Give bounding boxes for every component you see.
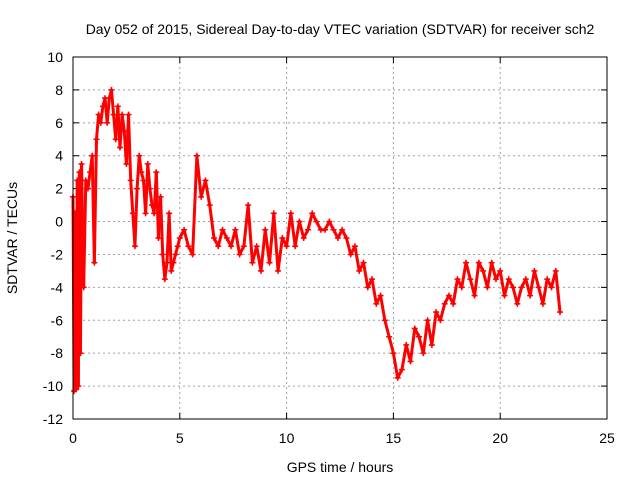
series-segment bbox=[259, 228, 267, 273]
series-segment bbox=[438, 302, 447, 322]
x-tick-label: 25 bbox=[599, 430, 615, 446]
series-segment bbox=[137, 154, 143, 174]
y-axis-ticks: -12 -10 -8 -6 -4 -2 0 2 4 6 8 10 bbox=[43, 49, 607, 427]
series-segment bbox=[191, 154, 199, 256]
series-segment bbox=[146, 162, 152, 191]
series-segment bbox=[477, 261, 485, 273]
series-segment bbox=[421, 318, 430, 355]
series-segment bbox=[528, 269, 536, 298]
series-segment bbox=[129, 178, 135, 215]
series-segment bbox=[451, 277, 459, 306]
series-segment bbox=[460, 261, 468, 289]
series-segment bbox=[485, 261, 494, 289]
series-segment bbox=[233, 228, 242, 256]
series-segment bbox=[502, 277, 511, 298]
series-segment bbox=[340, 228, 348, 240]
series-segment bbox=[413, 327, 421, 339]
grid bbox=[73, 57, 607, 419]
x-tick-label: 15 bbox=[386, 430, 402, 446]
series-segment bbox=[133, 187, 139, 248]
series-segment bbox=[86, 170, 92, 191]
series-segment bbox=[109, 88, 116, 117]
series-segment bbox=[272, 211, 280, 273]
series-segment bbox=[490, 261, 498, 281]
series-segment bbox=[120, 113, 126, 133]
series-segment bbox=[246, 203, 254, 265]
series-segment bbox=[430, 310, 438, 347]
series-segment bbox=[353, 244, 361, 273]
series-segment bbox=[361, 261, 370, 289]
series-segment bbox=[92, 137, 98, 265]
series-segment bbox=[208, 203, 216, 240]
data-series bbox=[70, 86, 564, 395]
series-segment bbox=[310, 211, 319, 224]
y-tick-label: 0 bbox=[55, 214, 63, 230]
series-segment bbox=[159, 195, 165, 256]
series-segment bbox=[532, 269, 541, 289]
y-tick-label: -12 bbox=[43, 411, 63, 427]
y-tick-label: -2 bbox=[51, 246, 64, 262]
series-segment bbox=[148, 187, 154, 207]
series-segment bbox=[507, 277, 515, 289]
series-segment bbox=[105, 96, 111, 125]
series-segment bbox=[195, 154, 203, 199]
y-tick-label: 4 bbox=[55, 148, 63, 164]
x-tick-label: 0 bbox=[69, 430, 77, 446]
series-segment bbox=[276, 236, 284, 273]
series-segment bbox=[203, 178, 212, 207]
series-segment bbox=[127, 113, 133, 182]
y-tick-label: -8 bbox=[51, 345, 64, 361]
series-segment bbox=[383, 318, 391, 339]
y-tick-label: 10 bbox=[47, 49, 63, 65]
series-segment bbox=[163, 261, 169, 281]
series-segment bbox=[408, 327, 417, 363]
x-tick-label: 5 bbox=[176, 430, 184, 446]
series-segment bbox=[99, 104, 105, 125]
series-segment bbox=[182, 228, 190, 248]
plot-frame bbox=[72, 56, 608, 420]
x-tick-label: 10 bbox=[279, 430, 295, 446]
y-tick-label: -4 bbox=[51, 279, 64, 295]
series-segment bbox=[238, 244, 246, 256]
y-tick-label: -10 bbox=[43, 378, 63, 394]
series-segment bbox=[400, 343, 408, 372]
series-segment bbox=[498, 269, 506, 298]
series-segment bbox=[344, 236, 353, 256]
series-segment bbox=[554, 269, 562, 314]
series-segment bbox=[167, 211, 173, 273]
chart-title: Day 052 of 2015, Sidereal Day-to-day VTE… bbox=[86, 21, 595, 37]
series-segment bbox=[370, 277, 378, 306]
x-axis-ticks: 0 5 10 15 20 25 bbox=[69, 57, 615, 446]
y-tick-label: 8 bbox=[55, 82, 63, 98]
y-axis-label: SDTVAR / TECUs bbox=[4, 182, 20, 294]
x-axis-label: GPS time / hours bbox=[287, 459, 394, 475]
series-segment bbox=[216, 228, 225, 248]
series-segment bbox=[297, 220, 306, 240]
series-segment bbox=[464, 261, 472, 281]
series-segment bbox=[391, 351, 400, 380]
series-segment bbox=[541, 277, 549, 306]
series-segment bbox=[293, 220, 301, 248]
series-segment bbox=[327, 220, 336, 232]
series-segment bbox=[302, 228, 310, 240]
series-segment bbox=[221, 228, 229, 240]
series-segment bbox=[379, 294, 387, 322]
y-tick-label: 2 bbox=[55, 181, 63, 197]
series-segment bbox=[515, 285, 524, 306]
series-segment bbox=[396, 368, 404, 380]
y-tick-label: -6 bbox=[51, 312, 64, 328]
series-segment bbox=[82, 178, 88, 289]
x-tick-label: 20 bbox=[492, 430, 508, 446]
series-segment bbox=[289, 211, 297, 248]
series-segment bbox=[306, 211, 314, 232]
series-segment bbox=[315, 220, 323, 232]
series-segment bbox=[387, 335, 395, 355]
series-segment bbox=[473, 261, 481, 298]
y-tick-label: 6 bbox=[55, 115, 63, 131]
